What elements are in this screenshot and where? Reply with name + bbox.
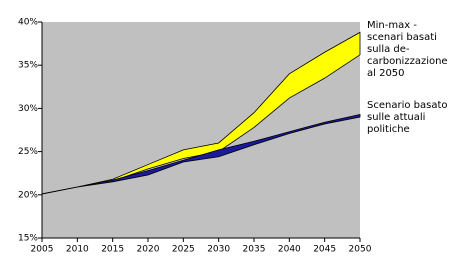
- x-tick-label: 2040: [278, 245, 301, 255]
- y-tick-label: 40%: [18, 18, 38, 28]
- x-tick-label: 2030: [207, 245, 230, 255]
- x-tick-label: 2020: [137, 245, 160, 255]
- x-tick-label: 2045: [313, 245, 336, 255]
- legend-label: Min-max -: [367, 20, 417, 31]
- x-tick-label: 2010: [66, 245, 89, 255]
- range-band: [41, 31, 361, 195]
- y-tick-label: 15%: [18, 234, 38, 244]
- y-tick-label: 25%: [18, 147, 38, 157]
- y-tick-label: 30%: [18, 104, 38, 114]
- legend-label: sulla de-: [367, 44, 410, 55]
- range-band: [41, 113, 361, 195]
- legend-label: scenari basati: [367, 32, 437, 43]
- legend-label: sulle attuali: [367, 112, 425, 123]
- x-tick-label: 2025: [172, 245, 195, 255]
- x-tick-label: 2035: [243, 245, 266, 255]
- x-tick-label: 2050: [349, 245, 372, 255]
- legend-label: carbonizzazione: [367, 56, 448, 67]
- plot-area: [42, 22, 360, 238]
- x-tick-label: 2015: [101, 245, 124, 255]
- legend-label: politiche: [367, 124, 410, 135]
- legend-label: Scenario basato: [367, 100, 448, 111]
- y-tick-label: 20%: [18, 190, 38, 200]
- y-tick-label: 35%: [18, 61, 38, 71]
- legend-label: al 2050: [367, 68, 405, 79]
- x-tick-label: 2005: [31, 245, 54, 255]
